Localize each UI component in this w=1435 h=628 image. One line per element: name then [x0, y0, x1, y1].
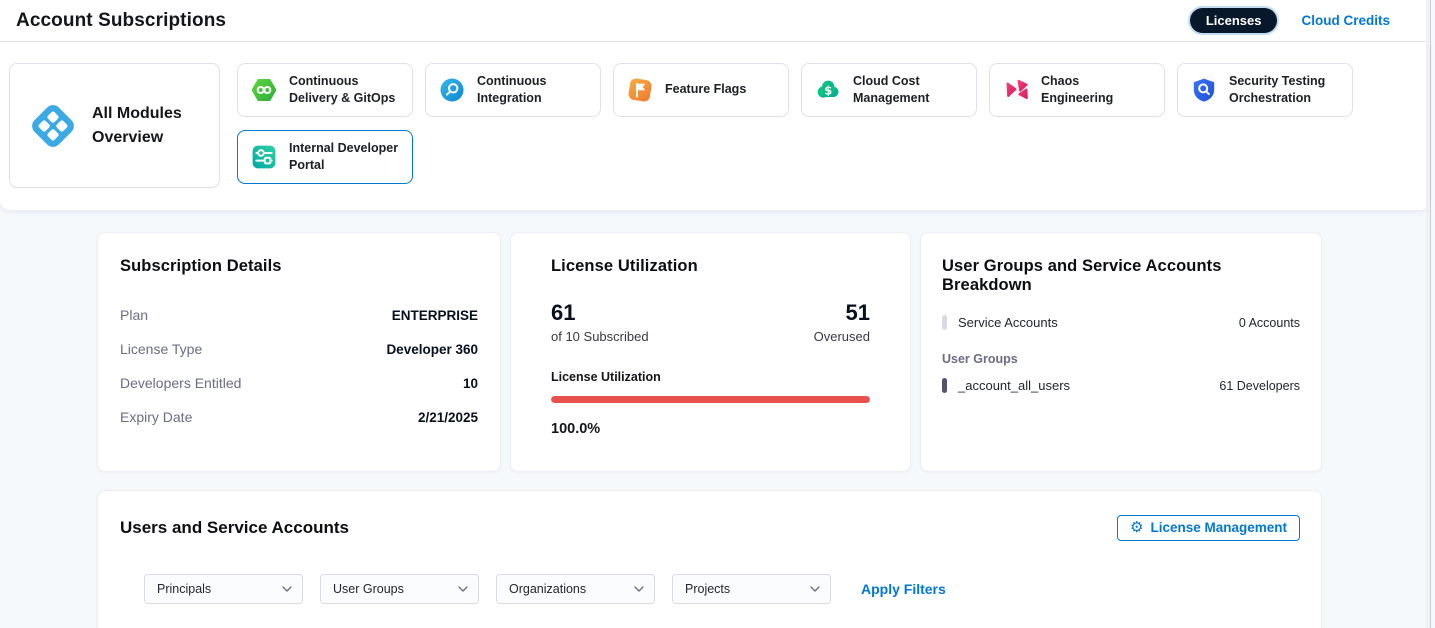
service-accounts-label: Service Accounts — [958, 315, 1058, 330]
module-tiles: Continuous Delivery & GitOps Continuous … — [237, 63, 1367, 188]
module-tile-feature-flags[interactable]: Feature Flags — [613, 63, 789, 117]
overused-caption: Overused — [813, 329, 870, 344]
module-tile-label: Feature Flags — [665, 82, 747, 97]
user-groups-filter-select[interactable]: User Groups — [320, 574, 479, 604]
used-caption: of 10 Subscribed — [551, 329, 649, 344]
all-modules-overview-label: All Modules Overview — [92, 104, 182, 146]
filters-row: Principals User Groups Organizations Pro… — [144, 574, 1300, 604]
breakdown-card: User Groups and Service Accounts Breakdo… — [920, 232, 1322, 472]
cloud-credits-link[interactable]: Cloud Credits — [1301, 13, 1390, 28]
chaos-module-icon — [1002, 76, 1030, 104]
header-actions: Licenses Cloud Credits — [1189, 8, 1412, 33]
module-tile-continuous-delivery[interactable]: Continuous Delivery & GitOps — [237, 63, 413, 117]
users-card-header: Users and Service Accounts ⚙ License Man… — [120, 515, 1300, 541]
module-tile-cloud-cost[interactable]: $ Cloud Cost Management — [801, 63, 977, 117]
subscription-details-card: Subscription Details Plan ENTERPRISE Lic… — [97, 232, 501, 472]
utilization-bar-label: License Utilization — [551, 370, 661, 384]
ccm-module-icon: $ — [814, 76, 842, 104]
main-content: Subscription Details Plan ENTERPRISE Lic… — [0, 210, 1430, 628]
all-modules-icon — [28, 101, 78, 151]
service-accounts-value: 0 Accounts — [1238, 315, 1300, 330]
user-group-row: _account_all_users 61 Developers — [942, 378, 1300, 393]
module-strip: All Modules Overview Continuous Delivery… — [0, 42, 1430, 210]
feature-flags-module-icon — [626, 76, 654, 104]
select-value: Projects — [685, 582, 731, 596]
apply-filters-link[interactable]: Apply Filters — [861, 581, 946, 597]
module-tile-continuous-integration[interactable]: Continuous Integration — [425, 63, 601, 117]
detail-label: Developers Entitled — [120, 375, 242, 391]
ci-module-icon — [438, 76, 466, 104]
select-value: Organizations — [509, 582, 587, 596]
module-tile-security-testing[interactable]: Security Testing Orchestration — [1177, 63, 1353, 117]
subscription-details-rows: Plan ENTERPRISE License Type Developer 3… — [120, 298, 478, 434]
users-service-accounts-card: Users and Service Accounts ⚙ License Man… — [97, 490, 1322, 628]
detail-label: License Type — [120, 341, 203, 357]
module-tile-label: Internal Developer Portal — [289, 140, 399, 173]
detail-row-developers-entitled: Developers Entitled 10 — [120, 366, 478, 400]
detail-value: 10 — [462, 375, 478, 391]
cd-module-icon — [250, 76, 278, 104]
module-tile-label: Security Testing Orchestration — [1229, 73, 1326, 106]
detail-value: ENTERPRISE — [391, 307, 478, 323]
organizations-filter-select[interactable]: Organizations — [496, 574, 655, 604]
overused-block: 51 Overused — [814, 300, 870, 344]
chevron-down-icon — [458, 586, 468, 592]
detail-row-expiry-date: Expiry Date 2/21/2025 — [120, 400, 478, 434]
breakdown-title: User Groups and Service Accounts Breakdo… — [942, 257, 1222, 294]
user-groups-heading: User Groups — [942, 352, 1018, 366]
select-value: User Groups — [333, 582, 404, 596]
service-accounts-marker — [942, 315, 947, 330]
module-tile-label: Continuous Delivery & GitOps — [289, 73, 396, 106]
detail-row-plan: Plan ENTERPRISE — [120, 298, 478, 332]
svg-text:$: $ — [824, 84, 832, 98]
module-tile-chaos-engineering[interactable]: Chaos Engineering — [989, 63, 1165, 117]
utilization-percent: 100.0% — [551, 421, 601, 437]
scrollbar[interactable] — [1426, 0, 1430, 628]
detail-value: Developer 360 — [386, 341, 478, 357]
users-card-title: Users and Service Accounts — [120, 518, 349, 537]
license-management-label: License Management — [1150, 520, 1287, 535]
utilization-progress-bar — [551, 396, 870, 403]
user-group-name: _account_all_users — [958, 378, 1071, 393]
subscription-details-title: Subscription Details — [120, 257, 282, 275]
page-title: Account Subscriptions — [16, 9, 227, 31]
detail-label: Plan — [120, 307, 149, 323]
gear-icon: ⚙ — [1130, 519, 1144, 536]
utilization-progress-fill — [551, 396, 870, 403]
user-group-value: 61 Developers — [1219, 378, 1300, 393]
user-group-marker — [942, 378, 947, 393]
chevron-down-icon — [634, 586, 644, 592]
select-value: Principals — [157, 582, 212, 596]
module-tile-label: Chaos Engineering — [1041, 73, 1114, 106]
projects-filter-select[interactable]: Projects — [672, 574, 831, 604]
license-management-button[interactable]: ⚙ License Management — [1117, 515, 1300, 541]
module-tile-label: Continuous Integration — [477, 73, 547, 106]
summary-cards-row: Subscription Details Plan ENTERPRISE Lic… — [97, 232, 1430, 472]
principals-filter-select[interactable]: Principals — [144, 574, 303, 604]
detail-value: 2/21/2025 — [417, 409, 478, 425]
module-tile-internal-developer-portal[interactable]: Internal Developer Portal — [237, 130, 413, 184]
used-block: 61 of 10 Subscribed — [551, 300, 649, 344]
detail-row-license-type: License Type Developer 360 — [120, 332, 478, 366]
idp-module-icon — [250, 143, 278, 171]
all-modules-overview-tile[interactable]: All Modules Overview — [9, 63, 220, 188]
license-utilization-title: License Utilization — [551, 257, 698, 275]
used-count: 61 — [551, 300, 576, 325]
chevron-down-icon — [810, 586, 820, 592]
module-tile-label: Cloud Cost Management — [853, 73, 930, 106]
page-header: Account Subscriptions Licenses Cloud Cre… — [0, 0, 1430, 42]
overused-count: 51 — [845, 300, 870, 325]
sto-module-icon — [1190, 76, 1218, 104]
chevron-down-icon — [282, 586, 292, 592]
licenses-tab-button[interactable]: Licenses — [1189, 8, 1278, 33]
utilization-numbers: 61 of 10 Subscribed 51 Overused — [551, 300, 870, 344]
service-accounts-row: Service Accounts 0 Accounts — [942, 315, 1300, 330]
detail-label: Expiry Date — [120, 409, 193, 425]
license-utilization-card: License Utilization 61 of 10 Subscribed … — [510, 232, 911, 472]
